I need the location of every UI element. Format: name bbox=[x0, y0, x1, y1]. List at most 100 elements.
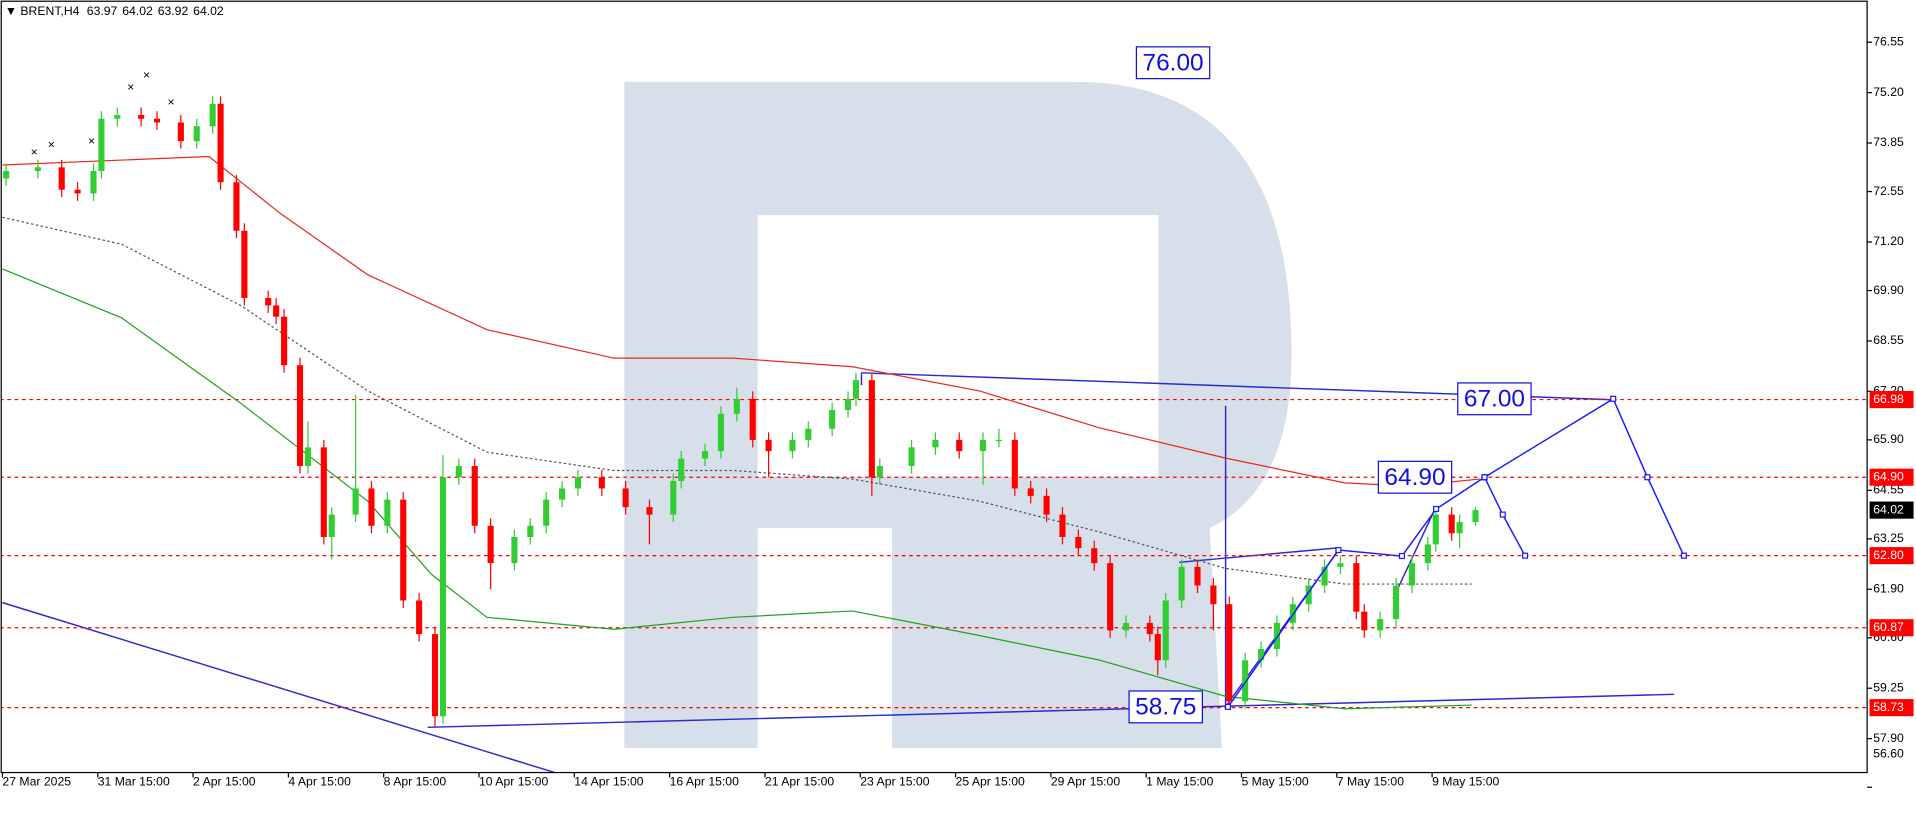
forecast-point bbox=[1499, 511, 1506, 518]
candle-body bbox=[1043, 495, 1050, 515]
x-tick-label: 9 May 15:00 bbox=[1432, 775, 1499, 789]
moving-average bbox=[2, 216, 1472, 585]
fractal-markers: × × × × × × bbox=[31, 68, 175, 159]
level-label-box bbox=[1869, 468, 1914, 486]
candle-body bbox=[368, 488, 375, 526]
current-price-label: 64.02 bbox=[1873, 502, 1904, 516]
plot-area: × × × × × × bbox=[1, 68, 1868, 773]
candle-body bbox=[34, 167, 41, 172]
candle-body bbox=[749, 398, 756, 440]
moving-average bbox=[2, 155, 1480, 487]
candle-body bbox=[574, 477, 582, 489]
candle-body bbox=[622, 488, 629, 508]
annotation-label: 67.00 bbox=[1464, 385, 1525, 412]
y-tick-label: 73.85 bbox=[1873, 135, 1904, 149]
forecast-point bbox=[1224, 703, 1232, 710]
fractal-marker: × bbox=[127, 80, 134, 94]
y-tick-label: 64.55 bbox=[1873, 483, 1904, 497]
candle-body bbox=[932, 439, 939, 448]
header: ▼ BRENT,H4 63.97 64.02 63.92 64.02 bbox=[5, 4, 224, 18]
x-tick-label: 2 Apr 15:00 bbox=[193, 775, 256, 789]
candle-body bbox=[1091, 548, 1098, 564]
annotation-label: 58.75 bbox=[1135, 694, 1196, 721]
watermark-logo bbox=[624, 81, 1292, 749]
candle-body bbox=[1075, 536, 1082, 549]
candle-body bbox=[908, 447, 915, 467]
forecast-point bbox=[1433, 505, 1440, 513]
candle-body bbox=[384, 499, 391, 526]
forecast-point bbox=[1481, 474, 1488, 481]
candle-body bbox=[1273, 622, 1280, 650]
y-tick-label: 71.20 bbox=[1873, 234, 1904, 248]
candle-body bbox=[265, 297, 272, 306]
candle-body bbox=[114, 115, 121, 119]
annotation-box bbox=[1377, 460, 1453, 494]
candle-body bbox=[455, 466, 462, 478]
candle-body bbox=[273, 305, 280, 317]
y-tick-label: 57.90 bbox=[1873, 731, 1904, 745]
candle-body bbox=[3, 171, 10, 179]
level-label: 64.90 bbox=[1873, 469, 1904, 483]
candle-body bbox=[439, 477, 447, 717]
x-tick-label: 5 May 15:00 bbox=[1241, 775, 1308, 789]
y-tick-label: 68.55 bbox=[1873, 333, 1904, 347]
y-tick-label: 61.90 bbox=[1873, 581, 1904, 595]
candle-body bbox=[1448, 514, 1455, 534]
x-tick-label: 1 May 15:00 bbox=[1146, 775, 1213, 789]
candle-body bbox=[1361, 611, 1368, 631]
candle-body bbox=[1210, 585, 1217, 605]
annotation-label: 76.00 bbox=[1142, 49, 1203, 76]
candle-body bbox=[1059, 514, 1066, 537]
candle-body bbox=[1178, 566, 1185, 601]
current-price-box bbox=[1869, 501, 1914, 519]
x-tick-label: 16 Apr 15:00 bbox=[670, 775, 739, 789]
candle-body bbox=[153, 118, 161, 123]
header-high: 64.02 bbox=[122, 4, 153, 18]
candle-body bbox=[487, 525, 494, 564]
y-tick-label: 63.25 bbox=[1873, 531, 1904, 545]
candle-body bbox=[233, 182, 240, 231]
forecast-point bbox=[1335, 547, 1342, 554]
y-tick-label: 72.55 bbox=[1873, 184, 1904, 198]
candle-body bbox=[995, 439, 1002, 442]
level-label: 58.73 bbox=[1873, 700, 1904, 714]
candle-body bbox=[678, 458, 685, 481]
level-label: 60.87 bbox=[1873, 620, 1904, 634]
forecast-point bbox=[1680, 552, 1687, 559]
header-close: 64.02 bbox=[193, 4, 224, 18]
annotation-box bbox=[1135, 46, 1211, 80]
x-tick-label: 31 Mar 15:00 bbox=[98, 775, 170, 789]
candle-body bbox=[1162, 600, 1169, 661]
x-tick-label: 21 Apr 15:00 bbox=[765, 775, 834, 789]
candle-body bbox=[58, 167, 65, 190]
forecast-point bbox=[1644, 474, 1651, 481]
triangle: ▼ bbox=[5, 4, 20, 18]
candle-body bbox=[304, 447, 311, 467]
moving-average bbox=[2, 268, 1472, 710]
level-label-box bbox=[1869, 619, 1914, 637]
y-tick-label: 76.55 bbox=[1873, 34, 1904, 48]
candle-body bbox=[320, 447, 327, 537]
candle-body bbox=[702, 451, 709, 459]
candle-body bbox=[1456, 522, 1463, 534]
candle-body bbox=[1353, 563, 1360, 612]
candle-body bbox=[328, 514, 335, 537]
forecast-point bbox=[1521, 552, 1529, 559]
candle-body bbox=[1337, 563, 1344, 567]
candle-body bbox=[217, 103, 224, 183]
candle-body bbox=[177, 122, 184, 142]
candle-body bbox=[829, 410, 836, 429]
fractal-marker: × bbox=[48, 138, 55, 152]
candle-body bbox=[352, 488, 359, 515]
overlay-labels: 76.00 67.00 64.90 58.75 bbox=[1128, 46, 1532, 724]
forecast-line bbox=[1484, 397, 1685, 557]
candle-body bbox=[1154, 634, 1161, 661]
candle-body bbox=[1027, 488, 1034, 496]
trend-line bbox=[1392, 506, 1437, 600]
candle-body bbox=[281, 316, 288, 366]
candle-body bbox=[527, 525, 534, 537]
candle-body bbox=[1226, 604, 1233, 702]
candle-body bbox=[1321, 566, 1328, 586]
candle-body bbox=[90, 171, 97, 194]
